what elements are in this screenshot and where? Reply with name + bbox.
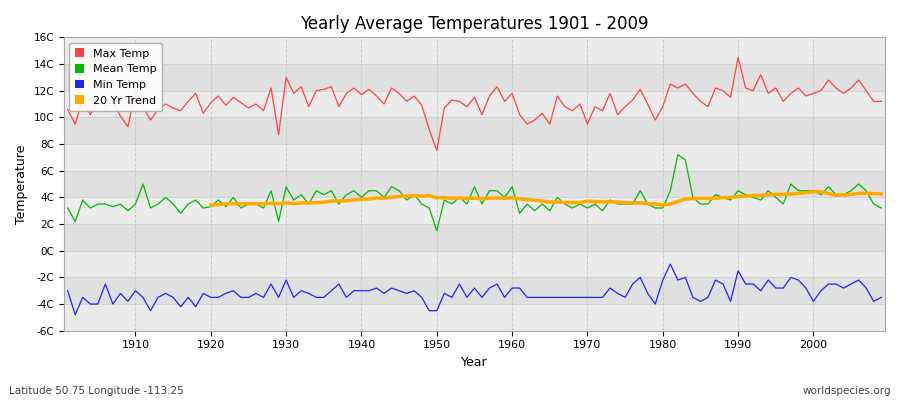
Y-axis label: Temperature: Temperature — [15, 144, 28, 224]
Bar — [64, 224, 885, 251]
Legend: Max Temp, Mean Temp, Min Temp, 20 Yr Trend: Max Temp, Mean Temp, Min Temp, 20 Yr Tre… — [69, 43, 162, 111]
Bar — [64, 304, 885, 331]
Bar — [64, 37, 885, 64]
Bar — [64, 117, 885, 144]
X-axis label: Year: Year — [461, 356, 488, 369]
Text: worldspecies.org: worldspecies.org — [803, 386, 891, 396]
Text: Latitude 50.75 Longitude -113.25: Latitude 50.75 Longitude -113.25 — [9, 386, 184, 396]
Bar — [64, 197, 885, 224]
Title: Yearly Average Temperatures 1901 - 2009: Yearly Average Temperatures 1901 - 2009 — [301, 15, 649, 33]
Bar — [64, 277, 885, 304]
Bar — [64, 91, 885, 117]
Bar — [64, 171, 885, 197]
Bar — [64, 251, 885, 277]
Bar — [64, 64, 885, 91]
Bar — [64, 144, 885, 171]
